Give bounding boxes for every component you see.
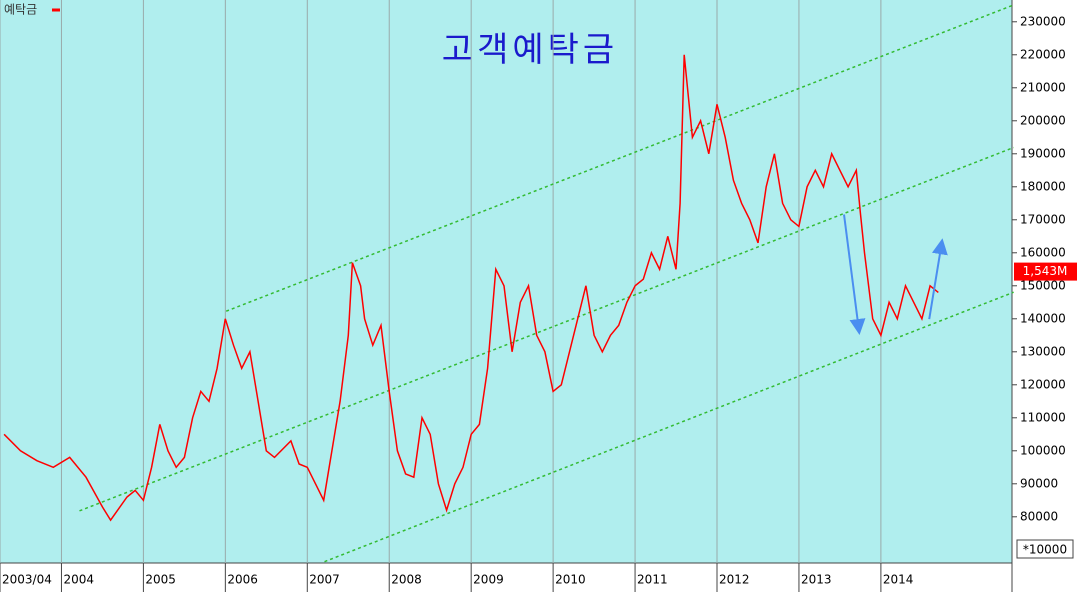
y-tick-label: 220000 <box>1020 47 1066 61</box>
y-tick-label: 140000 <box>1020 311 1066 325</box>
last-value-box <box>1014 262 1077 281</box>
legend-label: 예탁금 <box>4 3 37 17</box>
chart-title: 고객예탁금 <box>442 30 618 70</box>
y-tick-label: 90000 <box>1020 476 1058 490</box>
y-tick-label: 180000 <box>1020 179 1066 193</box>
unit-label: *10000 <box>1023 543 1067 557</box>
y-tick-label: 110000 <box>1020 410 1066 424</box>
x-tick-label: 2013 <box>801 573 832 587</box>
annotation-arrow <box>928 238 948 320</box>
y-tick-label: 120000 <box>1020 377 1066 391</box>
y-tick-label: 100000 <box>1020 443 1066 457</box>
trend-line <box>79 146 1014 512</box>
axis-panel <box>1012 0 1077 592</box>
plot-background <box>0 0 1012 563</box>
x-tick-label: 2011 <box>637 573 668 587</box>
annotation-arrow <box>843 214 866 335</box>
y-tick-label: 200000 <box>1020 113 1066 127</box>
legend: 예탁금 <box>4 3 60 17</box>
y-tick-label: 160000 <box>1020 245 1066 259</box>
x-tick-label: 2008 <box>391 573 422 587</box>
x-tick-label: 2009 <box>473 573 504 587</box>
y-tick-label: 210000 <box>1020 80 1066 94</box>
trend-line <box>225 4 1014 312</box>
y-tick-label: 80000 <box>1020 509 1058 523</box>
x-tick-label: 2006 <box>227 573 258 587</box>
y-tick-label: 130000 <box>1020 344 1066 358</box>
x-tick-label: 2007 <box>309 573 340 587</box>
last-value-label: 1,543M <box>1023 264 1068 278</box>
y-tick-label: 170000 <box>1020 212 1066 226</box>
x-tick-label: 2012 <box>719 573 750 587</box>
unit-box <box>1016 539 1074 559</box>
x-tick-label: 2014 <box>883 573 914 587</box>
x-tick-label: 2005 <box>145 573 176 587</box>
y-tick-label: 190000 <box>1020 146 1066 160</box>
data-line <box>3 54 939 522</box>
x-tick-label: 2003/04 <box>2 573 52 587</box>
y-tick-label: 150000 <box>1020 278 1066 292</box>
x-tick-label: 2004 <box>63 573 94 587</box>
x-tick-label: 2010 <box>555 573 586 587</box>
y-tick-label: 230000 <box>1020 14 1066 28</box>
